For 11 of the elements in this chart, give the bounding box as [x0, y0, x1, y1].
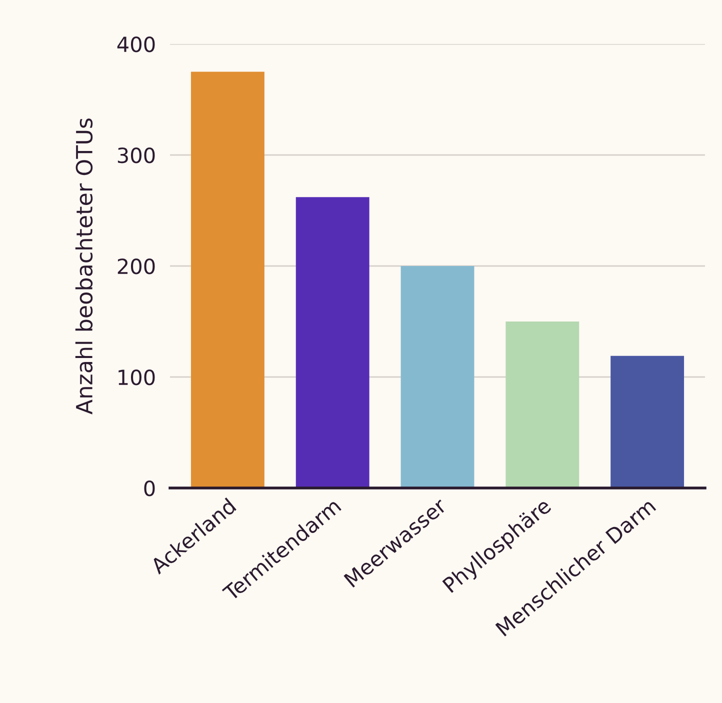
- bar: [400, 266, 474, 488]
- y-tick-label: 0: [144, 480, 155, 496]
- bar: [506, 322, 580, 488]
- bar: [610, 356, 684, 488]
- y-axis-title: Anzahl beobachteter OTUs: [75, 118, 93, 414]
- y-tick-label: 100: [118, 369, 155, 386]
- y-tick-label: 400: [117, 36, 155, 52]
- bar: [296, 197, 370, 488]
- y-tick-label: 300: [118, 147, 155, 164]
- y-tick-label: 200: [118, 258, 155, 274]
- bar: [190, 72, 264, 488]
